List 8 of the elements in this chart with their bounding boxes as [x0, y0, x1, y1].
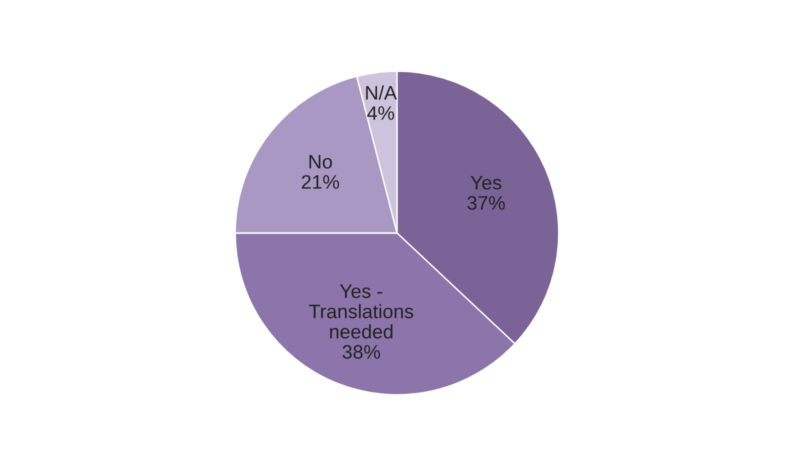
data-label: 38% — [342, 345, 380, 359]
slice-label: Yes — [470, 176, 502, 190]
slice-label: Yes - Translations needed — [309, 284, 414, 339]
data-label: 4% — [367, 106, 394, 120]
slice-label: N/A — [366, 85, 397, 100]
slice-label: No — [309, 155, 332, 169]
data-label: 21% — [302, 175, 340, 189]
data-label: 37% — [467, 196, 505, 210]
